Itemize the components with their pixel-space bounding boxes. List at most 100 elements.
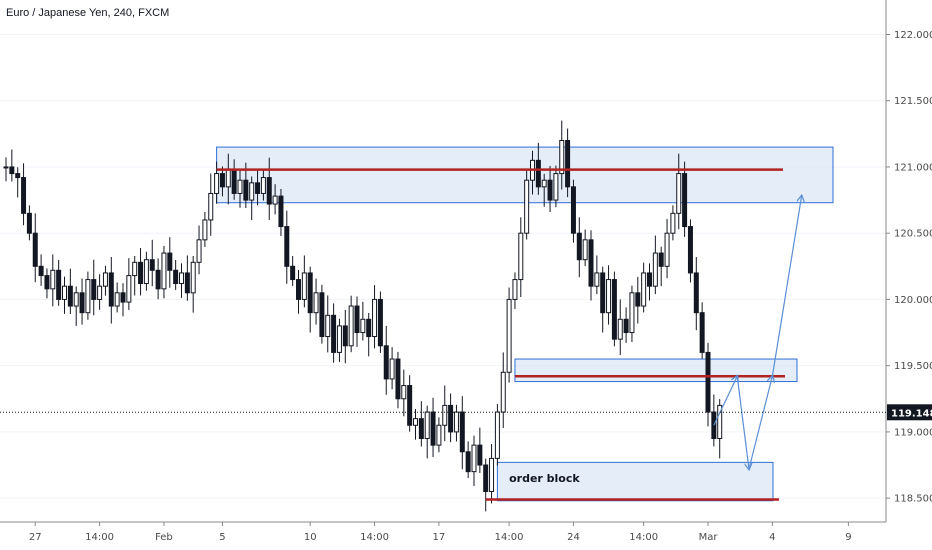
candle-body bbox=[652, 252, 658, 287]
time-tick-label: 27 bbox=[29, 532, 42, 543]
chart-title: Euro / Japanese Yen, 240, FXCM bbox=[6, 7, 170, 19]
candle-body bbox=[524, 179, 530, 234]
candle-body bbox=[635, 292, 641, 307]
time-tick-label: 14:00 bbox=[495, 532, 524, 543]
candle-body bbox=[565, 139, 571, 188]
candle-body bbox=[442, 404, 448, 426]
candle-body bbox=[266, 177, 272, 205]
candle-body bbox=[138, 261, 144, 285]
candle-body bbox=[331, 314, 337, 353]
candle-body bbox=[354, 305, 360, 334]
time-tick-label: 10 bbox=[304, 532, 317, 543]
price-tick-label: 120.000 bbox=[894, 295, 932, 306]
candle-body bbox=[179, 272, 184, 285]
candle-body bbox=[395, 358, 401, 400]
projection-segment bbox=[736, 376, 749, 469]
candle-body bbox=[161, 252, 167, 290]
candle-body bbox=[705, 351, 711, 413]
candle-body bbox=[658, 252, 664, 267]
projection-segment bbox=[713, 376, 737, 426]
price-tick-label: 121.000 bbox=[894, 162, 932, 173]
candle-body bbox=[132, 261, 138, 277]
candle-body bbox=[278, 195, 284, 228]
candle-body bbox=[255, 182, 261, 194]
candle-body bbox=[623, 318, 629, 334]
candle-body bbox=[108, 272, 114, 307]
candle-body bbox=[430, 411, 436, 446]
candle-body bbox=[155, 269, 161, 290]
candle-body bbox=[260, 177, 266, 194]
candle-body bbox=[506, 298, 512, 373]
candle-body bbox=[559, 139, 565, 175]
candle-body bbox=[50, 269, 56, 290]
last-price-label: 119.148 bbox=[891, 408, 932, 419]
candle-body bbox=[448, 404, 454, 433]
candle-body bbox=[9, 166, 15, 175]
candle-body bbox=[570, 186, 576, 234]
candle-body bbox=[547, 179, 553, 201]
candle-body bbox=[284, 226, 290, 267]
candle-body bbox=[336, 325, 342, 353]
candle-body bbox=[167, 252, 173, 271]
candle-body bbox=[296, 279, 301, 300]
candle-body bbox=[348, 305, 354, 347]
candle-body bbox=[319, 292, 325, 338]
candle-body bbox=[518, 232, 524, 281]
candle-body bbox=[126, 275, 132, 303]
candle-body bbox=[494, 411, 500, 459]
candle-body bbox=[360, 318, 366, 334]
candle-body bbox=[693, 272, 699, 314]
candle-body bbox=[3, 166, 9, 169]
candle-body bbox=[62, 285, 67, 300]
candle-body bbox=[249, 182, 255, 201]
time-tick-label: 4 bbox=[769, 532, 775, 543]
candle-body bbox=[208, 192, 214, 221]
candle-body bbox=[453, 411, 459, 433]
candle-body bbox=[407, 385, 413, 426]
time-tick-label: 17 bbox=[433, 532, 446, 543]
candle-body bbox=[471, 444, 477, 473]
candle-body bbox=[120, 292, 126, 303]
candle-body bbox=[389, 358, 395, 380]
price-tick-label: 122.000 bbox=[894, 30, 932, 41]
time-tick-label: 9 bbox=[845, 532, 851, 543]
candle-body bbox=[56, 269, 62, 300]
candle-body bbox=[26, 212, 32, 234]
candle-body bbox=[342, 325, 348, 347]
candle-body bbox=[647, 272, 652, 287]
candle-body bbox=[676, 173, 682, 214]
candle-body bbox=[611, 279, 617, 340]
candle-body bbox=[664, 232, 670, 267]
candle-body bbox=[401, 385, 407, 400]
candle-body bbox=[301, 272, 307, 300]
candle-body bbox=[325, 314, 331, 338]
candle-body bbox=[15, 173, 21, 179]
candle-body bbox=[91, 279, 97, 300]
candle-body bbox=[32, 232, 38, 267]
price-tick-label: 120.500 bbox=[894, 229, 932, 240]
candle-body bbox=[588, 239, 594, 287]
candle-body bbox=[366, 318, 372, 338]
time-axis[interactable]: 27 14:00 Feb 5 10 14:00 17 14:00 24 14:00 Mar 4 9 bbox=[0, 521, 886, 543]
middle-zone bbox=[514, 358, 798, 383]
price-tick-label: 119.000 bbox=[894, 427, 932, 438]
levels-layer bbox=[216, 168, 785, 501]
time-tick-label: Feb bbox=[155, 532, 173, 543]
projection-segment bbox=[771, 196, 801, 377]
candle-body bbox=[641, 272, 647, 307]
candle-body bbox=[377, 298, 383, 347]
candle-body bbox=[307, 272, 313, 314]
candle-body bbox=[202, 219, 208, 241]
candle-body bbox=[576, 232, 582, 261]
candle-body bbox=[413, 418, 418, 426]
candle-body bbox=[149, 259, 155, 271]
order-block-zone bbox=[496, 461, 774, 502]
candle-body bbox=[214, 173, 220, 194]
time-tick-label: 5 bbox=[219, 532, 225, 543]
candle-body bbox=[424, 411, 430, 440]
last-price-marker: 119.148 bbox=[0, 404, 932, 421]
price-axis[interactable]: 122.000 121.500 121.000 120.500 120.000 119.5… bbox=[885, 0, 932, 522]
candle-body bbox=[272, 195, 278, 205]
candle-body bbox=[383, 345, 389, 380]
